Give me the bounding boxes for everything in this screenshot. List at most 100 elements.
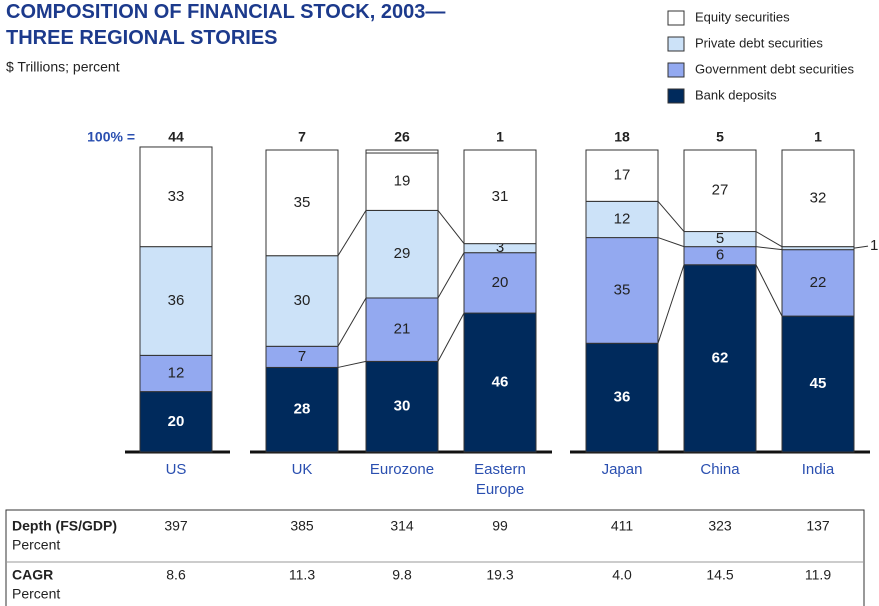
cell: 323 — [708, 518, 732, 534]
segment-label: 7 — [298, 348, 306, 365]
row-label: Depth (FS/GDP) — [12, 518, 117, 534]
connector — [437, 252, 465, 299]
segment-label: 46 — [492, 374, 509, 391]
bar-segment — [463, 252, 537, 314]
segment-label: 32 — [810, 189, 827, 206]
bar-segment — [265, 149, 339, 257]
connector — [657, 201, 685, 232]
bar-segment — [683, 149, 757, 233]
bar-segment — [265, 255, 339, 347]
row-label: CAGR — [12, 567, 53, 583]
segment-label: 29 — [394, 245, 411, 262]
totals-label: 100% = — [87, 129, 135, 145]
title: COMPOSITION OF FINANCIAL STOCK, 2003— — [6, 1, 445, 23]
cell: 99 — [492, 518, 508, 534]
bar-segment — [781, 315, 855, 453]
segment-label: 17 — [614, 167, 631, 184]
cell: 11.3 — [289, 567, 315, 583]
bar-segment — [585, 237, 659, 344]
bar-segment — [585, 200, 659, 239]
total-label: 1 — [814, 129, 822, 145]
leader-line — [853, 245, 869, 249]
connector — [755, 264, 783, 317]
segment-label: 36 — [614, 389, 631, 406]
bar-segment — [365, 297, 439, 362]
segment-label: 27 — [712, 182, 729, 199]
bar-segment — [463, 149, 537, 245]
segment-label: 36 — [168, 292, 185, 309]
segment-label: 6 — [716, 247, 724, 264]
cell: 11.9 — [805, 567, 831, 583]
segment-label: 19 — [394, 173, 411, 190]
table-frame — [5, 509, 865, 606]
bar-segment — [781, 249, 855, 317]
connector — [437, 312, 465, 362]
segment-label: 62 — [712, 349, 729, 366]
legend-label: Bank deposits — [695, 87, 777, 102]
bar-segment — [463, 312, 537, 453]
bar-segment — [683, 264, 757, 453]
cell: 19.3 — [486, 567, 513, 583]
legend-swatch — [667, 10, 685, 26]
connector — [437, 210, 465, 244]
segment-label: 5 — [716, 230, 724, 247]
segment-label: 33 — [168, 188, 185, 205]
legend-label: Private debt securities — [695, 35, 823, 50]
total-label: 5 — [716, 129, 724, 145]
connector — [337, 210, 367, 256]
connector — [337, 360, 367, 368]
bar-segment — [365, 152, 439, 211]
segment-label: 35 — [294, 194, 311, 211]
cell: 8.6 — [166, 567, 186, 583]
segment-label: 22 — [810, 274, 827, 291]
bar-segment — [365, 209, 439, 299]
segment-label: 20 — [168, 413, 185, 430]
bar-segment — [265, 366, 339, 453]
segment-label: 45 — [810, 375, 827, 392]
connector — [755, 231, 783, 248]
connector — [755, 246, 783, 251]
row-unit: Percent — [12, 586, 60, 602]
total-label: 44 — [168, 129, 184, 145]
cell: 4.0 — [612, 567, 632, 583]
x-tick-label: Japan — [602, 461, 643, 478]
title: THREE REGIONAL STORIES — [6, 27, 278, 49]
total-label: 7 — [298, 129, 306, 145]
x-tick-label: China — [700, 461, 740, 478]
cell: 314 — [390, 518, 414, 534]
connector — [657, 264, 685, 344]
segment-label: 30 — [394, 398, 411, 415]
x-tick-label: Eastern Europe — [474, 461, 526, 498]
segment-label: 31 — [492, 188, 509, 205]
cell: 397 — [164, 518, 188, 534]
cell: 385 — [290, 518, 314, 534]
legend-swatch — [667, 88, 685, 104]
legend-swatch — [667, 36, 685, 52]
row-unit: Percent — [12, 537, 60, 553]
bar-segment — [139, 246, 213, 356]
segment-label: 12 — [168, 364, 185, 381]
cell: 137 — [806, 518, 830, 534]
subtitle: $ Trillions; percent — [6, 59, 120, 75]
segment-label: 30 — [294, 292, 311, 309]
segment-label: 28 — [294, 401, 311, 418]
bar-segment — [781, 149, 855, 248]
cell: 9.8 — [392, 567, 412, 583]
bar-segment — [139, 146, 213, 248]
legend-label: Government debt securities — [695, 61, 854, 76]
segment-label: 1 — [870, 237, 878, 254]
total-label: 26 — [394, 129, 410, 145]
x-tick-label: India — [802, 461, 835, 478]
connector — [657, 237, 685, 248]
cell: 411 — [611, 518, 634, 534]
segment-label: 20 — [492, 274, 509, 291]
bar-segment — [585, 342, 659, 453]
segment-label: 12 — [614, 210, 631, 227]
total-label: 1 — [496, 129, 504, 145]
x-tick-label: US — [166, 461, 187, 478]
legend-label: Equity securities — [695, 9, 790, 24]
bar-segment — [365, 360, 439, 453]
x-tick-label: UK — [292, 461, 313, 478]
connector — [337, 297, 367, 347]
